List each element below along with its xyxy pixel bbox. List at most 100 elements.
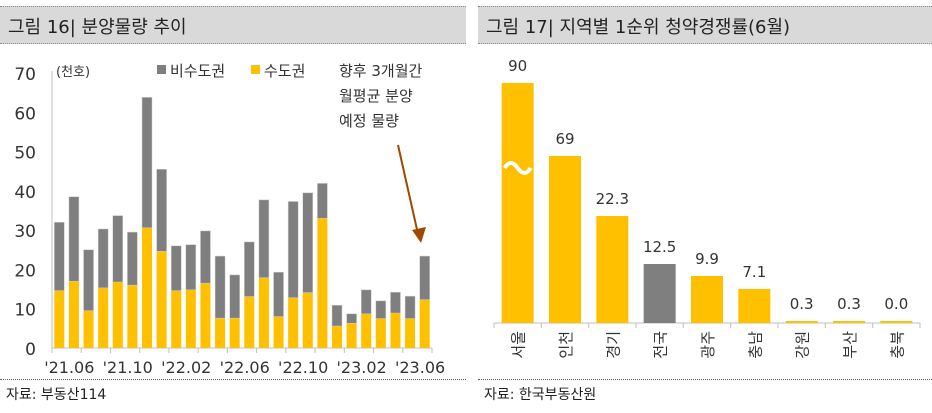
bar-non-metro: [170, 245, 182, 291]
x-category-label: 경기: [604, 331, 622, 359]
value-label: 9.9: [695, 250, 719, 268]
value-label: 12.5: [643, 238, 676, 256]
bar-경기: [596, 216, 629, 323]
x-category-label: 부산: [841, 331, 859, 359]
arrowhead-icon: [412, 227, 426, 243]
bar-non-metro: [83, 249, 94, 311]
bar-metro: [258, 277, 269, 348]
bar-non-metro: [404, 295, 416, 319]
x-tick-label: '21.10: [103, 358, 153, 377]
y-unit-label: (천호): [56, 65, 90, 80]
bar-metro: [302, 292, 313, 348]
y-tick-label: 60: [14, 104, 36, 124]
legend-label-non-metro: 비수도권: [170, 62, 225, 80]
bar-metro: [332, 326, 342, 348]
x-tick-label: '21.06: [44, 358, 94, 377]
x-category-label: 전국: [652, 331, 670, 359]
bar-metro: [83, 310, 94, 348]
bar-전국: [643, 264, 676, 323]
bar-non-metro: [346, 313, 357, 324]
bar-chart: 90 서울 69 인천 22.3 경기 12.5 전국 9.9 광주 7.1 충남 0.3 강원 0.3 부산…: [493, 57, 921, 359]
y-tick-label: 50: [14, 144, 36, 164]
bar-non-metro: [156, 169, 167, 252]
stacked-bar-chart: 0 10 20 30 40 50 60 70 (천호) '21.06 '21.10 '22.02 '22…: [14, 62, 445, 377]
bar-metro: [98, 287, 109, 348]
bar-metro: [317, 218, 328, 348]
value-label: 0.3: [837, 295, 861, 313]
bar-부산: [833, 321, 865, 323]
bar-non-metro: [68, 196, 80, 282]
bar-non-metro: [287, 201, 299, 298]
bar-metro: [273, 316, 284, 348]
x-tick-label: '22.10: [278, 358, 328, 377]
x-category-label: 충남: [746, 331, 764, 359]
bar-metro: [171, 290, 182, 348]
bar-metro: [390, 313, 401, 348]
x-tick-label: '23.02: [337, 358, 387, 377]
right-source: 자료: 한국부동산원: [484, 387, 597, 403]
bar-metro: [127, 285, 138, 348]
bar-non-metro: [360, 289, 372, 315]
bar-metro: [112, 282, 123, 348]
bar-non-metro: [54, 222, 65, 291]
annotation-text: 예정 물량: [339, 112, 399, 130]
value-label: 90: [508, 57, 527, 75]
bar-non-metro: [244, 241, 255, 297]
legend-label-metro: 수도권: [264, 62, 305, 80]
bar-metro: [185, 289, 196, 348]
bar-non-metro: [127, 231, 138, 286]
bar-non-metro: [273, 271, 284, 317]
left-chart-panel: 그림 16| 분양물량 추이 0 10 20 30 40 50 60 70 (천호) '21.06…: [0, 6, 466, 403]
bar-metro: [68, 281, 79, 348]
bar-충남: [738, 289, 771, 323]
bar-metro: [156, 251, 167, 348]
bar-metro: [54, 290, 65, 348]
y-tick-label: 40: [14, 183, 36, 203]
bar-non-metro: [112, 215, 124, 283]
bar-non-metro: [214, 255, 226, 319]
bar-metro: [200, 283, 211, 348]
x-tick-label: '22.06: [220, 358, 270, 377]
right-title-bar: 그림 17| 지역별 1순위 청약경쟁률(6월): [478, 6, 932, 44]
y-tick-label: 30: [14, 222, 36, 242]
bar-non-metro: [419, 255, 430, 300]
bar-non-metro: [141, 97, 153, 229]
left-source: 자료: 부동산114: [6, 387, 107, 403]
axis-break-icon: [502, 161, 533, 175]
left-source-bar: 자료: 부동산114: [0, 379, 466, 403]
y-tick-label: 10: [14, 301, 36, 321]
y-tick-label: 0: [25, 340, 36, 360]
annotation-text: 월평균 분양: [339, 87, 413, 105]
bar-광주: [691, 276, 723, 323]
y-tick-label: 20: [14, 261, 36, 281]
annotation-arrow-icon: [397, 144, 419, 235]
legend-swatch-metro: [251, 65, 260, 74]
x-category-label: 강원: [794, 331, 812, 359]
x-category-label: 충북: [888, 331, 906, 359]
value-label: 0.3: [790, 295, 814, 313]
bar-metro: [405, 318, 416, 348]
bar-non-metro: [229, 274, 240, 319]
bar-metro: [229, 318, 240, 348]
x-category-label: 광주: [699, 331, 717, 359]
value-label: 7.1: [742, 263, 766, 281]
x-tick-label: '22.02: [161, 358, 211, 377]
y-tick-label: 70: [14, 65, 36, 85]
bar-metro: [361, 313, 372, 348]
x-category-label: 인천: [557, 331, 575, 359]
value-label: 0.0: [884, 295, 908, 313]
bar-metro: [375, 318, 386, 348]
bar-non-metro: [390, 291, 401, 314]
right-chart-panel: 그림 17| 지역별 1순위 청약경쟁률(6월) 90 서울 69 인천 22.3 경기 1…: [478, 0, 932, 413]
bar-인천: [549, 156, 581, 323]
bar-서울: [501, 83, 534, 323]
bar-non-metro: [200, 230, 211, 284]
bar-metro: [419, 299, 430, 348]
bar-non-metro: [375, 300, 387, 319]
bar-metro: [215, 318, 226, 348]
bar-non-metro: [258, 199, 270, 278]
bar-metro: [288, 297, 299, 348]
bar-충북: [880, 321, 913, 323]
bar-metro: [244, 296, 255, 348]
x-tick-label: '23.06: [395, 358, 445, 377]
